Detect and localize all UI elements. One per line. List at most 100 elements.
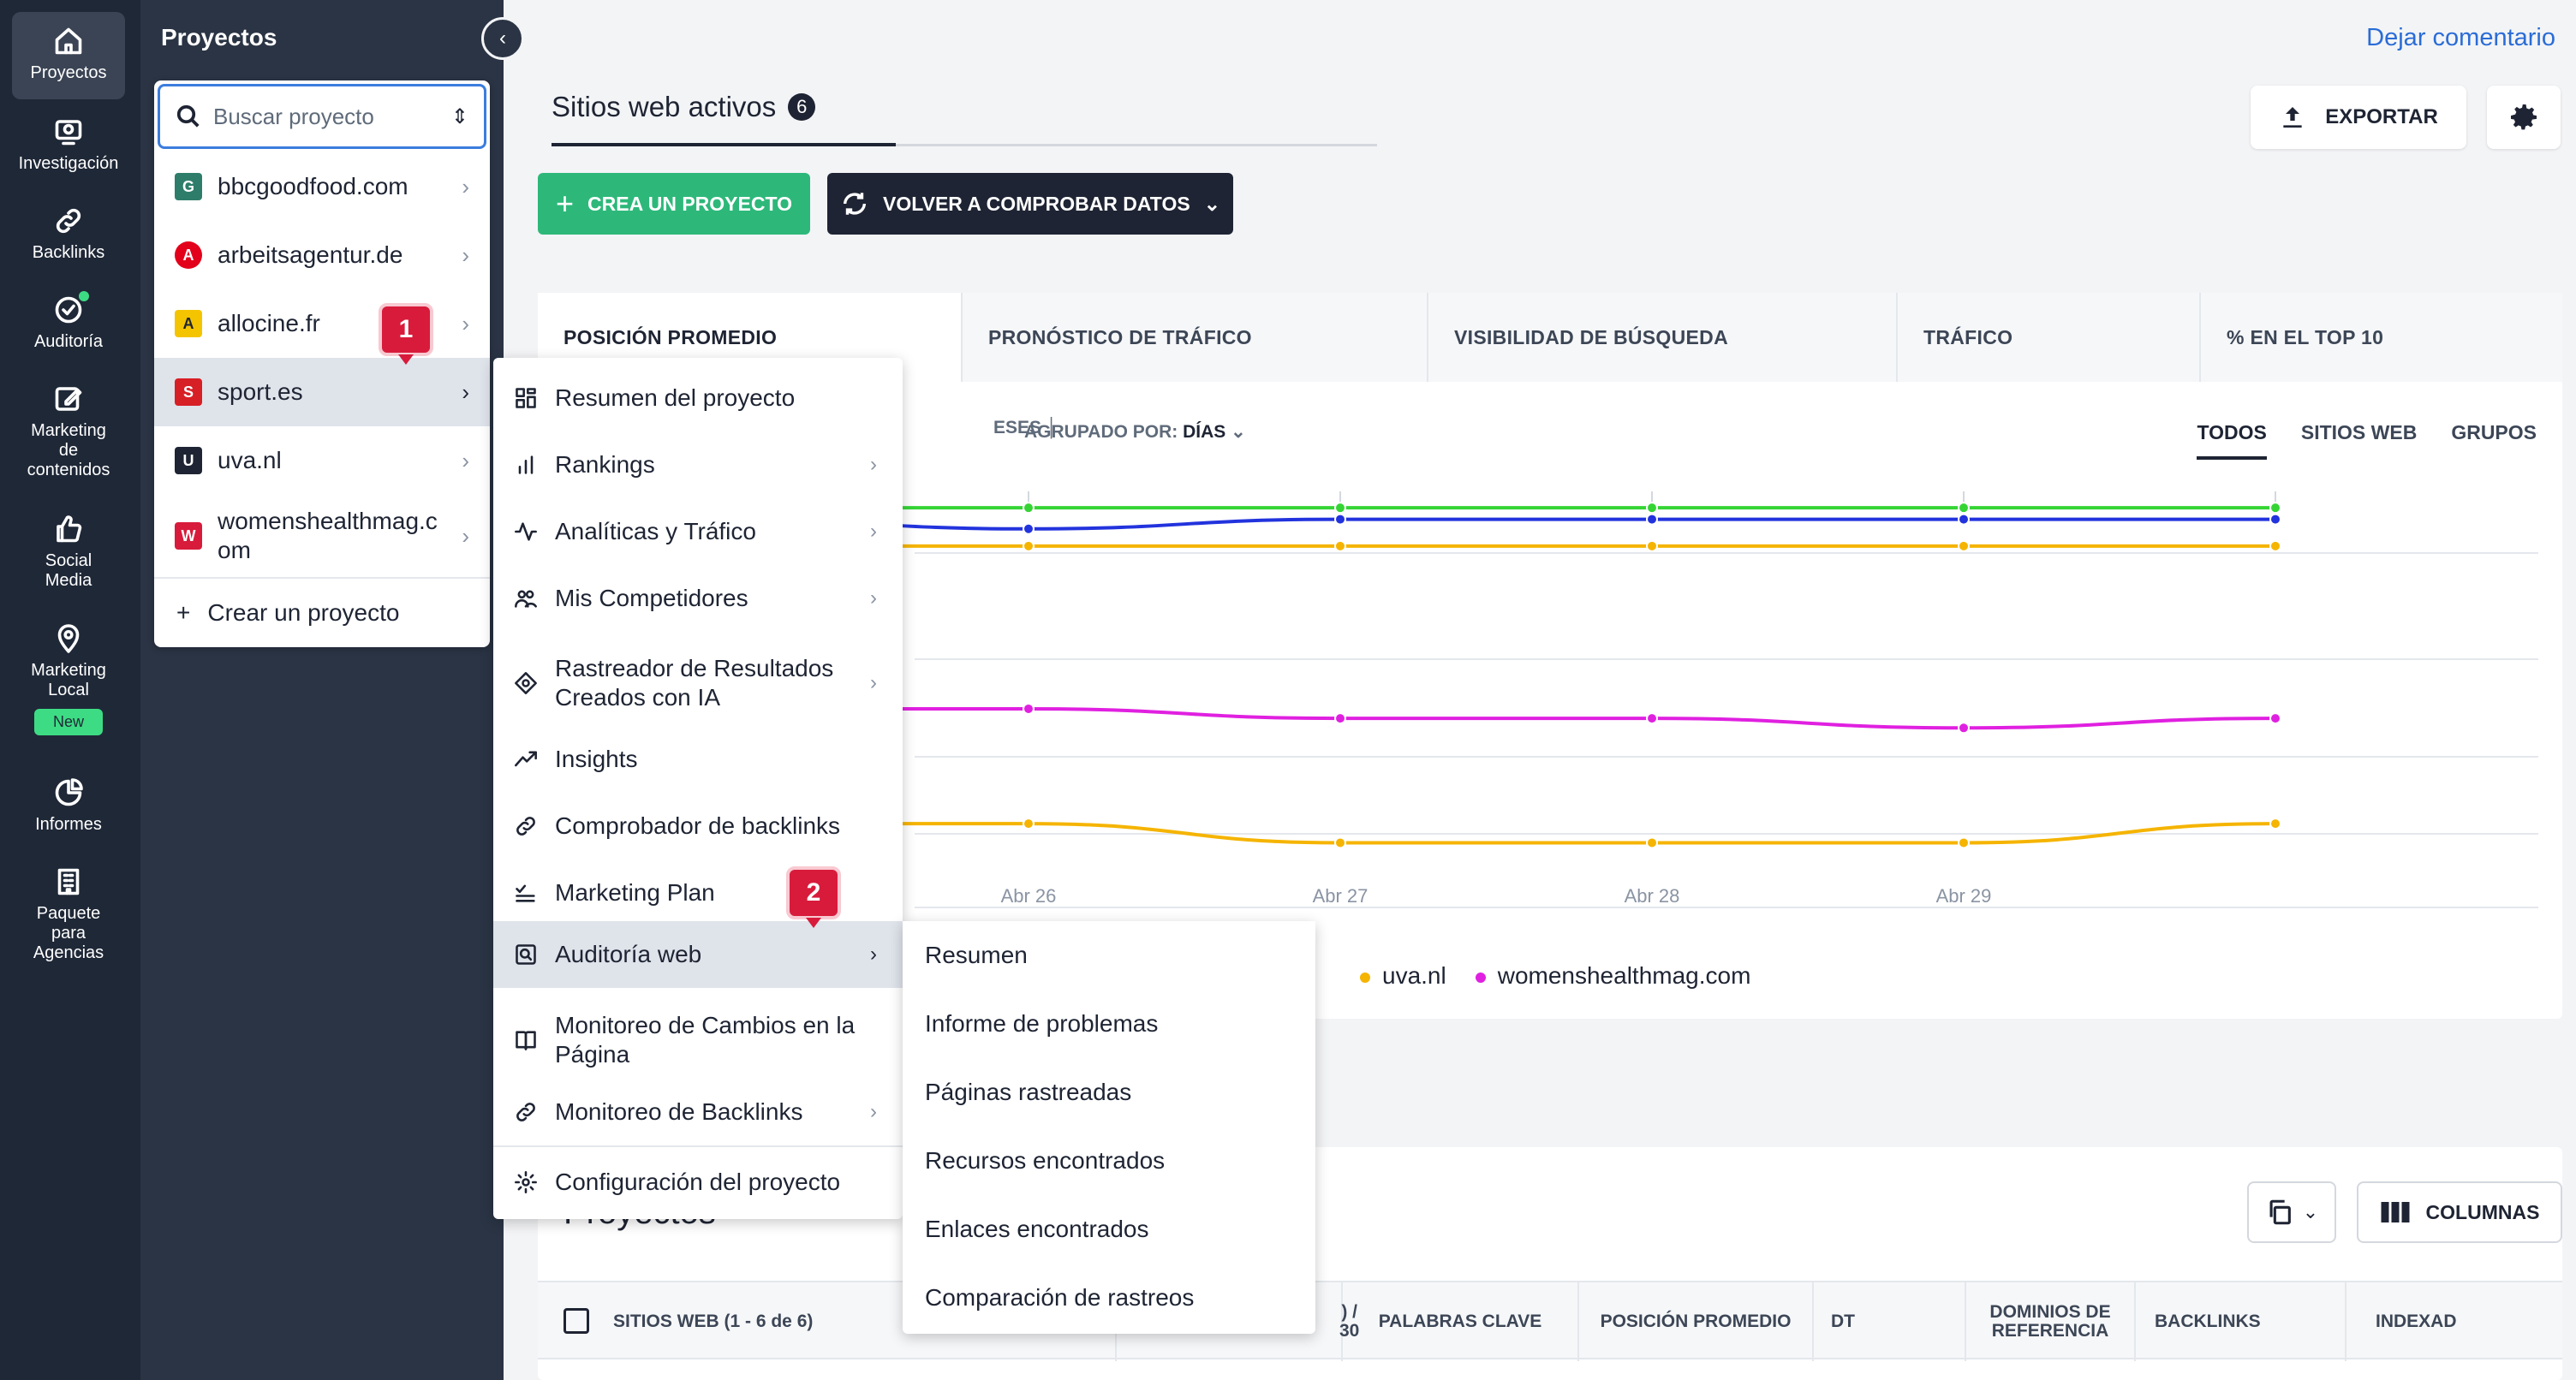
- rail-item-proyectos[interactable]: Proyectos: [12, 12, 125, 99]
- rail-item-marketing-contenidos[interactable]: Marketing de contenidos: [12, 384, 125, 480]
- export-button[interactable]: EXPORTAR: [2251, 86, 2466, 149]
- th-dominios-referencia[interactable]: DOMINIOS DE REFERENCIA: [1966, 1282, 2136, 1361]
- menu-item-analiticas-trafico[interactable]: Analíticas y Tráfico ›: [493, 510, 903, 553]
- submenu-item-informe-problemas[interactable]: Informe de problemas: [925, 1010, 1159, 1037]
- data-point[interactable]: [2269, 712, 2281, 725]
- data-point[interactable]: [1646, 836, 1658, 849]
- menu-item-configuracion[interactable]: Configuración del proyecto: [493, 1161, 903, 1204]
- data-point[interactable]: [2269, 502, 2281, 515]
- data-point[interactable]: [1958, 722, 1970, 735]
- trending-icon: [515, 751, 537, 767]
- menu-item-comprobador-backlinks[interactable]: Comprobador de backlinks: [493, 805, 903, 848]
- data-point[interactable]: [1023, 522, 1035, 535]
- tab-trafico[interactable]: TRÁFICO: [1898, 293, 2201, 382]
- data-point[interactable]: [1958, 539, 1970, 552]
- th-palabras-clave[interactable]: PALABRAS CLAVE: [1343, 1282, 1579, 1361]
- rail-item-backlinks[interactable]: Backlinks: [12, 205, 125, 263]
- tab-active-sites[interactable]: Sitios web activos 6: [552, 91, 816, 123]
- menu-item-monitoreo-cambios[interactable]: Monitoreo de Cambios en la Página: [493, 1005, 903, 1075]
- menu-item-auditoria-web[interactable]: Auditoría web ›: [493, 921, 903, 988]
- legend-item[interactable]: uva.nl: [1360, 962, 1446, 990]
- menu-item-competidores[interactable]: Mis Competidores ›: [493, 577, 903, 620]
- menu-item-insights[interactable]: Insights: [493, 738, 903, 781]
- th-indexado[interactable]: INDEXAD: [2376, 1312, 2457, 1331]
- tab-pronostico-trafico[interactable]: PRONÓSTICO DE TRÁFICO: [963, 293, 1428, 382]
- menu-item-resumen-proyecto[interactable]: Resumen del proyecto: [493, 377, 903, 419]
- menu-label: Rastreador de Resultados Creados con IA: [555, 655, 834, 711]
- submenu-item-resumen[interactable]: Resumen: [925, 942, 1028, 968]
- create-project-label: Crear un proyecto: [207, 599, 400, 626]
- data-point[interactable]: [1023, 818, 1035, 830]
- project-item[interactable]: U uva.nl ›: [154, 426, 490, 495]
- toggle-sitios-web[interactable]: SITIOS WEB: [2300, 421, 2418, 443]
- chevron-right-icon: ›: [870, 943, 877, 966]
- project-search-input[interactable]: Buscar proyecto ⇕: [158, 84, 486, 149]
- submenu-item-paginas-rastreadas[interactable]: Páginas rastreadas: [925, 1079, 1132, 1105]
- settings-button[interactable]: [2487, 86, 2561, 149]
- tab-top10[interactable]: % EN EL TOP 10: [2227, 325, 2384, 348]
- data-point[interactable]: [1023, 539, 1035, 552]
- project-item[interactable]: G bbcgoodfood.com ›: [154, 152, 490, 221]
- data-point[interactable]: [1334, 502, 1346, 515]
- data-point[interactable]: [1023, 502, 1035, 515]
- legend-item[interactable]: womenshealthmag.com: [1475, 962, 1750, 990]
- data-point[interactable]: [1023, 702, 1035, 715]
- th-backlinks[interactable]: BACKLINKS: [2136, 1282, 2346, 1361]
- data-point[interactable]: [1334, 836, 1346, 849]
- select-all-checkbox[interactable]: [564, 1308, 589, 1334]
- collapse-panel-button[interactable]: ‹: [481, 17, 524, 60]
- data-point[interactable]: [1334, 539, 1346, 552]
- data-point[interactable]: [1958, 502, 1970, 515]
- map-pin-icon: [53, 623, 84, 654]
- menu-item-monitoreo-backlinks[interactable]: Monitoreo de Backlinks ›: [493, 1091, 903, 1133]
- period-selector[interactable]: ESES │: [993, 418, 1058, 437]
- menu-label: Marketing Plan: [555, 879, 715, 906]
- menu-item-rastreador-ia[interactable]: Rastreador de Resultados Creados con IA …: [493, 644, 903, 723]
- data-point[interactable]: [1646, 502, 1658, 515]
- table-header: SITIOS WEB (1 - 6 de 6) ) / 30 PALABRAS …: [538, 1281, 2562, 1361]
- submenu-item-recursos[interactable]: Recursos encontrados: [925, 1147, 1166, 1174]
- create-project-link[interactable]: + Crear un proyecto: [154, 579, 490, 647]
- th-dt[interactable]: DT: [1814, 1282, 1966, 1361]
- rail-item-social-media[interactable]: Social Media: [12, 514, 125, 591]
- rail-item-paquete-agencias[interactable]: Paquete para Agencias: [12, 866, 125, 963]
- data-point[interactable]: [1334, 513, 1346, 526]
- legend-dot: [1360, 972, 1370, 983]
- grid-icon: [516, 388, 536, 408]
- menu-item-marketing-plan[interactable]: Marketing Plan: [493, 871, 903, 914]
- data-point[interactable]: [1646, 513, 1658, 526]
- create-project-button[interactable]: + CREA UN PROYECTO: [538, 173, 810, 235]
- th-posicion-promedio[interactable]: POSICIÓN PROMEDIO: [1579, 1282, 1814, 1361]
- rail-item-marketing-local[interactable]: Marketing Local New: [12, 623, 125, 735]
- data-point[interactable]: [1646, 539, 1658, 552]
- grouped-by-selector[interactable]: AGRUPADO POR: DÍAS ⌄: [1024, 422, 1246, 442]
- project-item-selected[interactable]: S sport.es ›: [154, 358, 490, 426]
- data-point[interactable]: [2269, 513, 2281, 526]
- rail-item-investigacion[interactable]: Investigación: [12, 116, 125, 174]
- rail-item-informes[interactable]: Informes: [12, 777, 125, 835]
- rail-item-auditoria[interactable]: Auditoría: [12, 291, 125, 352]
- toggle-todos[interactable]: TODOS: [2197, 421, 2267, 460]
- copy-dropdown-button[interactable]: ⌄: [2247, 1181, 2336, 1243]
- submenu-item-comparacion[interactable]: Comparación de rastreos: [925, 1284, 1195, 1311]
- data-point[interactable]: [2269, 818, 2281, 830]
- project-item[interactable]: A allocine.fr ›: [154, 289, 490, 358]
- tab-visibilidad-busqueda[interactable]: VISIBILIDAD DE BÚSQUEDA: [1428, 293, 1898, 382]
- data-point[interactable]: [1958, 513, 1970, 526]
- data-point[interactable]: [1646, 712, 1658, 725]
- recheck-data-button[interactable]: VOLVER A COMPROBAR DATOS ⌄: [827, 173, 1233, 235]
- sort-icon[interactable]: ⇕: [450, 104, 468, 128]
- columns-button[interactable]: COLUMNAS: [2357, 1181, 2562, 1243]
- project-item[interactable]: A arbeitsagentur.de ›: [154, 221, 490, 289]
- chevron-right-icon: ›: [462, 173, 469, 199]
- submenu-item-enlaces[interactable]: Enlaces encontrados: [925, 1216, 1149, 1242]
- menu-label: Comprobador de backlinks: [555, 812, 841, 839]
- project-item[interactable]: W womenshealthmag.c om ›: [154, 495, 490, 577]
- data-point[interactable]: [1958, 836, 1970, 849]
- data-point[interactable]: [2269, 539, 2281, 552]
- data-point[interactable]: [1334, 712, 1346, 725]
- toggle-grupos[interactable]: GRUPOS: [2451, 421, 2537, 443]
- menu-item-rankings[interactable]: Rankings ›: [493, 443, 903, 486]
- chevron-right-icon: ›: [870, 671, 877, 694]
- feedback-link[interactable]: Dejar comentario: [2366, 24, 2555, 51]
